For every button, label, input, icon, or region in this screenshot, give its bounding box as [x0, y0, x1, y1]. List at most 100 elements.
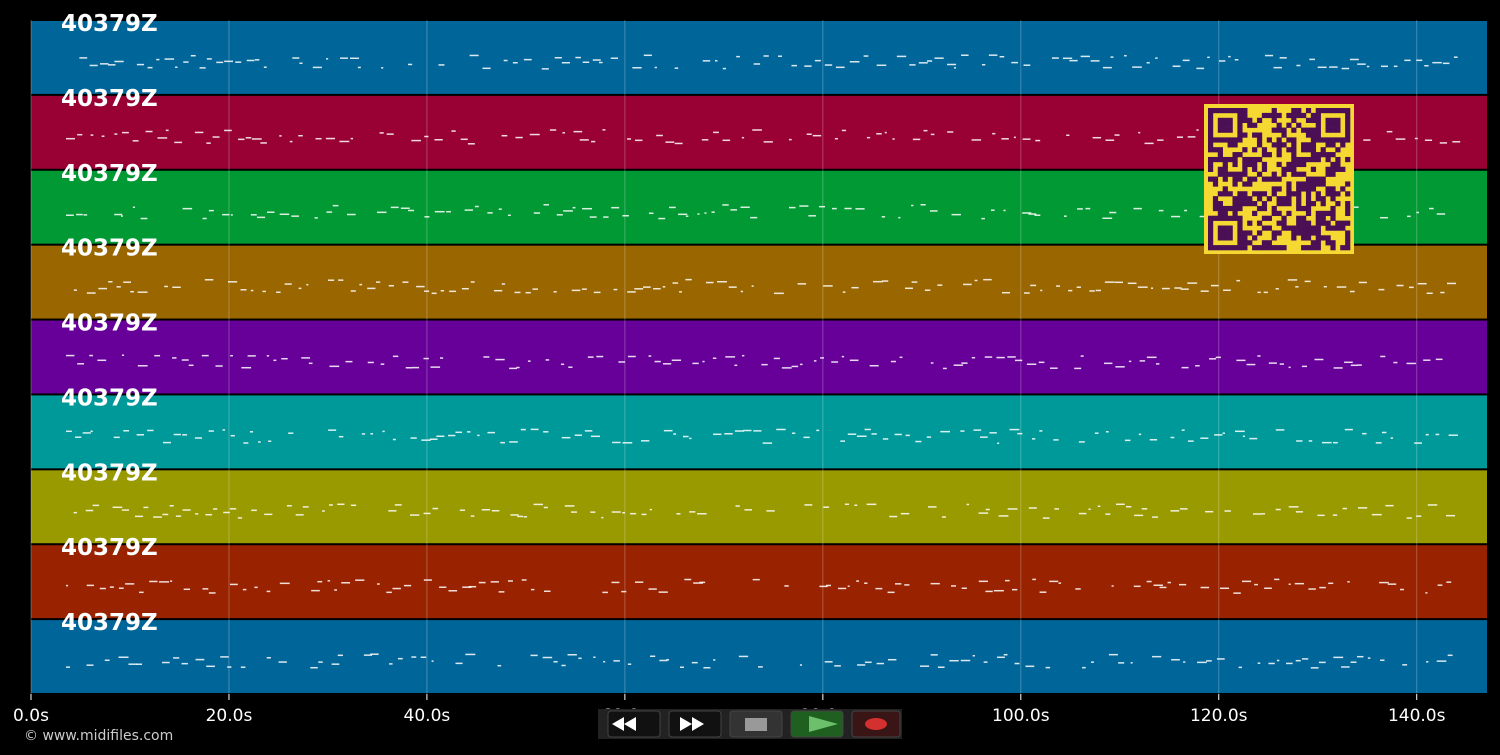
note — [377, 583, 380, 585]
qr-cell — [1345, 210, 1351, 217]
qr-cell — [1305, 225, 1312, 231]
note — [571, 289, 581, 292]
note — [672, 282, 679, 284]
qr-cell — [1345, 220, 1351, 226]
note — [423, 512, 431, 515]
note — [753, 430, 762, 432]
note — [376, 211, 387, 214]
qr-cell — [1208, 161, 1214, 168]
note — [325, 137, 336, 140]
note — [1200, 586, 1210, 589]
note — [912, 138, 921, 141]
qr-cell — [1320, 235, 1326, 241]
note — [750, 216, 758, 219]
qr-cell — [1345, 201, 1351, 207]
qr-cell — [1237, 108, 1243, 114]
note — [953, 67, 956, 69]
note — [613, 660, 620, 662]
qr-cell — [1310, 186, 1317, 192]
note — [831, 207, 837, 210]
note — [503, 59, 508, 62]
note — [851, 286, 859, 289]
qr-cell — [1310, 112, 1317, 119]
note — [527, 360, 531, 362]
note — [466, 431, 471, 433]
qr-cell — [1222, 205, 1228, 212]
rewind-button[interactable] — [607, 710, 661, 738]
note — [1170, 436, 1175, 439]
note — [611, 581, 620, 584]
note — [202, 588, 209, 590]
note — [1238, 666, 1242, 669]
qr-cell — [1232, 142, 1238, 148]
note — [1095, 289, 1101, 292]
note — [1039, 591, 1047, 593]
note — [663, 429, 673, 432]
qr-cell — [1242, 240, 1248, 246]
qr-cell — [1291, 225, 1297, 231]
note — [627, 355, 636, 358]
note — [1013, 136, 1016, 139]
note — [920, 203, 926, 206]
qr-cell — [1286, 181, 1292, 187]
qr-cell — [1291, 152, 1297, 158]
forward-button[interactable] — [668, 710, 722, 738]
note — [598, 61, 603, 64]
note — [632, 67, 642, 69]
note — [243, 442, 249, 444]
note — [370, 653, 379, 655]
note — [172, 357, 177, 359]
note — [1414, 442, 1422, 444]
note — [763, 141, 773, 143]
stop-button[interactable] — [729, 710, 783, 738]
note — [1393, 361, 1398, 364]
record-button[interactable] — [851, 710, 901, 738]
qr-cell — [1305, 127, 1312, 133]
note — [804, 504, 813, 506]
note — [806, 133, 812, 135]
note — [1022, 138, 1031, 140]
note — [934, 57, 944, 59]
note — [1007, 508, 1018, 510]
note — [1128, 360, 1132, 363]
qr-cell — [1227, 171, 1233, 177]
note — [1336, 286, 1347, 288]
note — [98, 287, 107, 290]
note — [1222, 432, 1226, 434]
qr-cell — [1330, 152, 1336, 158]
note — [79, 57, 88, 59]
note — [1014, 359, 1023, 362]
qr-cell — [1296, 191, 1302, 197]
note — [1332, 514, 1338, 516]
note — [1210, 284, 1219, 287]
note — [813, 360, 817, 362]
note — [963, 283, 972, 286]
note — [997, 442, 1000, 445]
qr-cell — [1345, 122, 1351, 128]
qr-cell — [1237, 132, 1243, 138]
note — [591, 140, 596, 143]
play-button[interactable] — [790, 710, 844, 738]
qr-cell — [1232, 245, 1238, 251]
note — [363, 654, 373, 656]
note — [703, 666, 711, 669]
note — [1219, 60, 1226, 62]
track-label: 40379Z — [61, 11, 158, 37]
qr-cell — [1286, 137, 1292, 143]
note — [350, 504, 357, 507]
note — [122, 131, 129, 134]
note — [612, 441, 621, 444]
note — [487, 431, 496, 434]
qr-cell — [1301, 161, 1307, 168]
note — [627, 291, 636, 293]
note — [258, 441, 261, 443]
note — [439, 586, 447, 588]
note — [648, 355, 652, 357]
note — [575, 56, 581, 59]
qr-cell — [1286, 122, 1292, 128]
note — [490, 581, 499, 583]
note — [347, 213, 356, 216]
note — [1152, 516, 1159, 518]
note — [656, 134, 663, 137]
note — [1423, 359, 1431, 361]
